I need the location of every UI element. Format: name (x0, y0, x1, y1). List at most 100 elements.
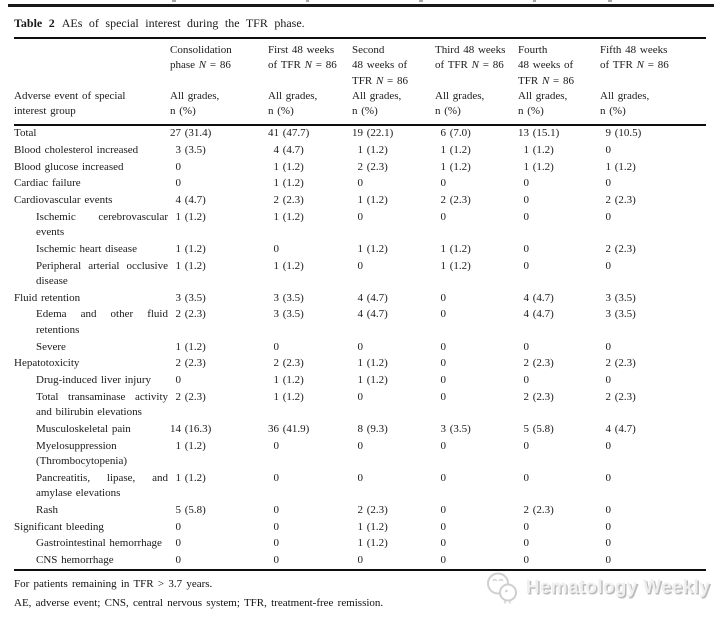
value-cell: 2 (2.3) (273, 193, 304, 206)
row-label: Significant bleeding (14, 520, 104, 533)
value-cell: 0 (440, 357, 447, 370)
row-label: Myelosuppression (Thrombocytopenia) (36, 439, 128, 468)
column-header-period-1: Consolidation phase N = 86 All grades, n (%… (170, 38, 268, 125)
table-row: Musculoskeletal pain 14 (16.3) 36 (41.9) 8 … (14, 421, 706, 438)
value-cell: 0 (523, 340, 530, 353)
value-cell: 2 (2.3) (523, 390, 554, 403)
value-cell: 0 (273, 471, 280, 484)
value-cell: 0 (605, 439, 612, 452)
value-cell: 1 (1.2) (357, 143, 388, 156)
footnote-1: For patients remaining in TFR > 3.7 year… (14, 578, 213, 591)
value-cell: 0 (523, 553, 530, 566)
table-row: Fluid retention 3 (3.5) 3 (3.5) 4 (4.7) 0 4 (… (14, 290, 706, 307)
value-cell: 1 (1.2) (357, 537, 388, 550)
value-cell: 1 (1.2) (357, 242, 388, 255)
column-header-adverse-event-group: Adverse event of special interest group (14, 38, 170, 125)
value-cell: 0 (523, 373, 530, 386)
value-cell: 0 (523, 242, 530, 255)
column-title: Fifth 48 weeks of TFR N = 86 (600, 44, 669, 72)
value-cell: 0 (440, 503, 447, 516)
value-cell: 0 (273, 553, 280, 566)
table-body: Total 27 (31.4) 41 (47.7) 19 (22.1) 6 (7.0) 1… (14, 125, 706, 570)
value-cell: 2 (2.3) (175, 390, 206, 403)
value-cell: 2 (2.3) (605, 390, 636, 403)
value-cell: 0 (175, 373, 182, 386)
value-cell: 1 (1.2) (273, 160, 304, 173)
value-cell: 0 (440, 177, 447, 190)
value-cell: 2 (2.3) (605, 193, 636, 206)
column-subtitle: All grades, n (%) (170, 90, 220, 118)
value-cell: 0 (273, 503, 280, 516)
value-cell: 1 (1.2) (357, 520, 388, 533)
aes-table: Adverse event of special interest group Co… (14, 37, 706, 572)
value-cell: 0 (605, 143, 612, 156)
column-header-period-4: Third 48 weeks of TFR N = 86 All grades, n … (435, 38, 518, 125)
value-cell: 0 (175, 537, 182, 550)
value-cell: 0 (605, 537, 612, 550)
column-header-period-6: Fifth 48 weeks of TFR N = 86 All grades, n … (600, 38, 706, 125)
value-cell: 0 (440, 308, 447, 321)
clipped-text-mark (533, 0, 536, 2)
value-cell: 1 (1.2) (357, 193, 388, 206)
clipped-text-mark (419, 0, 423, 2)
value-cell: 19 (22.1) (352, 127, 394, 140)
value-cell: 0 (440, 537, 447, 550)
clipped-text-mark (306, 0, 309, 2)
value-cell: 3 (3.5) (175, 291, 206, 304)
value-cell: 1 (1.2) (175, 242, 206, 255)
table-row: Severe 1 (1.2) 0 0 0 0 0 (14, 339, 706, 356)
watermark-text: Hematology Weekly (525, 576, 710, 598)
row-label: Musculoskeletal pain (36, 422, 131, 435)
value-cell: 1 (1.2) (175, 471, 206, 484)
table-row: Rash 5 (5.8) 0 2 (2.3) 0 2 (2.3) 0 (14, 502, 706, 519)
value-cell: 0 (523, 520, 530, 533)
table-row: Hepatotoxicity 2 (2.3) 2 (2.3) 1 (1.2) 0 2 (2… (14, 356, 706, 373)
value-cell: 0 (357, 439, 364, 452)
row-label: Cardiac failure (14, 177, 81, 190)
table-row: Total 27 (31.4) 41 (47.7) 19 (22.1) 6 (7.0) 1… (14, 125, 706, 143)
row-label: Blood cholesterol increased (14, 143, 139, 156)
value-cell: 1 (1.2) (273, 210, 304, 223)
row-label: Ischemic heart disease (36, 242, 137, 255)
row-label: Drug-induced liver injury (36, 373, 152, 386)
row-label: Total transaminase activity and bilirubi… (36, 390, 168, 419)
value-cell: 3 (3.5) (605, 308, 636, 321)
value-cell: 3 (3.5) (440, 422, 471, 435)
value-cell: 0 (523, 471, 530, 484)
value-cell: 1 (1.2) (273, 177, 304, 190)
watermark: Hematology Weekly (485, 571, 710, 604)
row-label: Cardiovascular events (14, 193, 113, 206)
value-cell: 0 (357, 177, 364, 190)
value-cell: 1 (1.2) (440, 160, 471, 173)
value-cell: 0 (273, 520, 280, 533)
row-label: Blood glucose increased (14, 160, 124, 173)
value-cell: 0 (440, 471, 447, 484)
value-cell: 0 (357, 553, 364, 566)
value-cell: 0 (357, 340, 364, 353)
value-cell: 3 (3.5) (605, 291, 636, 304)
value-cell: 27 (31.4) (170, 127, 212, 140)
value-cell: 2 (2.3) (357, 160, 388, 173)
header-spacer (14, 43, 165, 89)
value-cell: 0 (357, 390, 364, 403)
value-cell: 1 (1.2) (175, 340, 206, 353)
value-cell: 0 (605, 210, 612, 223)
value-cell: 0 (273, 537, 280, 550)
value-cell: 4 (4.7) (523, 308, 554, 321)
table-row: Significant bleeding 0 0 1 (1.2) 0 0 0 (14, 519, 706, 536)
top-rule (8, 4, 714, 7)
value-cell: 2 (2.3) (605, 242, 636, 255)
value-cell: 0 (523, 210, 530, 223)
value-cell: 0 (523, 177, 530, 190)
row-label: Severe (36, 340, 66, 353)
value-cell: 1 (1.2) (273, 259, 304, 272)
value-cell: 0 (440, 373, 447, 386)
row-group-header: Adverse event of special interest group (14, 90, 126, 118)
value-cell: 3 (3.5) (273, 308, 304, 321)
value-cell: 0 (605, 520, 612, 533)
value-cell: 1 (1.2) (523, 160, 554, 173)
value-cell: 4 (4.7) (175, 193, 206, 206)
value-cell: 4 (4.7) (523, 291, 554, 304)
table-caption: Table 2 AEs of special interest during th… (14, 16, 719, 30)
